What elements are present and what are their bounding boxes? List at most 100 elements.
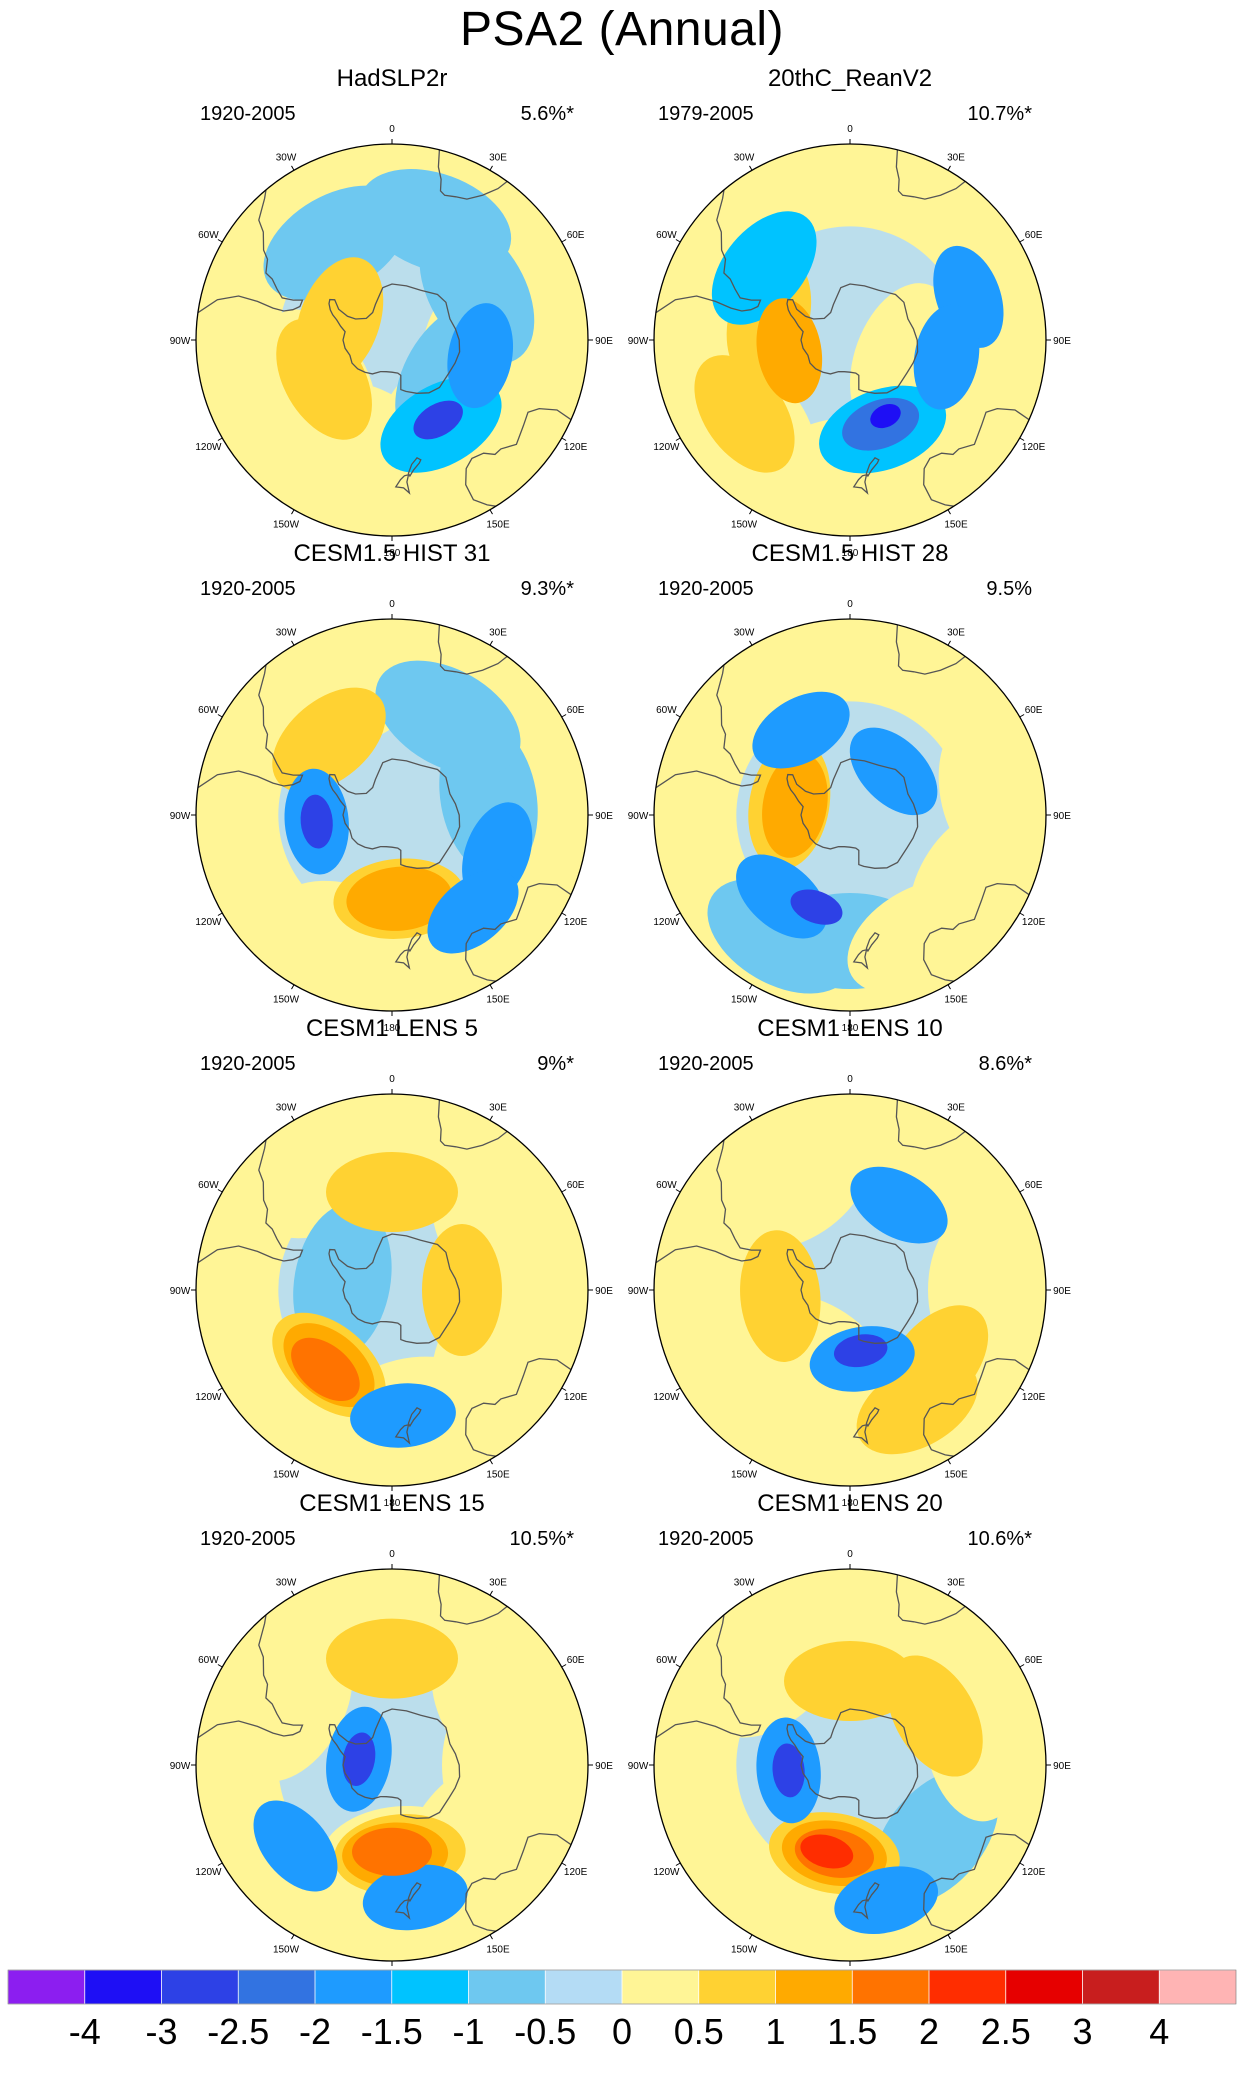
lon-label: 120E [564,917,588,928]
south-america-coastline [197,189,304,314]
lon-label: 120W [653,1392,680,1403]
colorbar-label: -3 [145,2011,177,2052]
africa-coastline [895,1099,966,1150]
colorbar-swatch [161,1969,240,2005]
lon-tick [947,1115,951,1121]
anomaly-contour [752,691,850,769]
lon-tick [675,912,681,916]
lon-label: 30W [734,627,755,638]
lon-label: 30E [947,1102,965,1113]
anomaly-field [272,644,538,986]
colorbar-label: -1.5 [361,2011,423,2052]
anomaly-field [676,1135,1024,1461]
lon-label: 120W [195,917,222,928]
south-america-coastline [197,1139,304,1264]
lon-label: 180 [384,1498,401,1509]
anomaly-contour [295,257,384,385]
lon-tick [217,239,223,243]
anomaly-contour [772,1743,805,1798]
anomaly-field [683,204,1004,514]
panel-period: 1920-2005 [200,1528,296,1550]
lon-tick [749,1590,753,1596]
lon-label: 120W [195,1392,222,1403]
map-panel: 0 30E 60E 90E 120E 150E 180 150W 120W 90W 60W 30W CE… [170,540,614,1034]
lon-tick [217,1664,223,1668]
lon-label: 150E [944,995,968,1006]
anomaly-contour [272,687,386,793]
lon-tick [1019,1862,1025,1866]
new-zealand-coastline [394,1423,411,1445]
lon-label: 30E [489,1577,507,1588]
lon-label: 150E [944,520,968,531]
australia-coastline [923,1832,1030,1932]
anomaly-contour [375,660,521,776]
lon-tick [749,509,753,515]
lon-label: 90E [595,811,613,822]
lon-label: 90W [170,336,191,347]
colorbar-label: -1 [452,2011,484,2052]
africa-coastline [895,1574,966,1625]
lon-label: 60W [656,705,677,716]
africa-coastline [437,149,508,200]
panel-period: 1920-2005 [658,1053,754,1075]
antarctica-coastline [328,758,461,869]
lon-label: 180 [842,548,859,559]
anomaly-field [707,691,1038,994]
lon-tick [749,640,753,646]
lon-label: 150E [486,1945,510,1956]
lon-label: 0 [389,1549,395,1560]
lon-label: 60W [198,230,219,241]
lon-tick [675,1862,681,1866]
colorbar-label: 0.5 [674,2011,724,2052]
australia-coastline [465,1357,572,1457]
lon-label: 0 [389,124,395,135]
panel-period: 1920-2005 [200,578,296,600]
lon-tick [561,1862,567,1866]
anomaly-contour [427,869,519,954]
lon-label: 60E [567,1180,585,1191]
australia-coastline [923,1357,1030,1457]
colorbar: -4 -3 -2.5 -2 -1.5 -1 -0.5 0 0.5 1 1.5 2 2.5 3 4 [7,1969,1237,2052]
colorbar-label: -0.5 [514,2011,576,2052]
lon-tick [489,509,493,515]
australia-coastline [465,407,572,507]
colorbar-label: -2.5 [207,2011,269,2052]
panel-period: 1920-2005 [200,103,296,125]
lon-label: 120W [195,1867,222,1878]
lon-label: 60E [567,230,585,241]
lon-tick [291,984,295,990]
coastlines [655,1574,1030,1932]
colorbar-swatch [851,1969,930,2005]
lon-tick [489,1459,493,1465]
coastlines [197,1099,572,1457]
lon-label: 120E [564,1867,588,1878]
lon-label: 0 [847,599,853,610]
lon-label: 0 [389,599,395,610]
lon-tick [947,165,951,171]
lon-tick [561,239,567,243]
lon-label: 60E [1025,230,1043,241]
lon-tick [749,1934,753,1940]
lon-label: 150W [273,1945,300,1956]
colorbar-swatch [928,1969,1007,2005]
lon-label: 60E [567,1655,585,1666]
lon-tick [489,1590,493,1596]
lon-tick [749,1115,753,1121]
antarctica-coastline [328,1708,461,1819]
lon-label: 30W [276,627,297,638]
lon-label: 30W [276,152,297,163]
anomaly-contour [834,1866,939,1935]
colorbar-swatch [468,1969,547,2005]
lon-label: 90W [628,811,649,822]
anomaly-field [237,1618,547,1931]
new-zealand-coastline [852,473,869,495]
coastlines [197,1574,572,1932]
new-zealand-coastline [394,948,411,970]
anomaly-contour [756,298,823,404]
lon-tick [217,1862,223,1866]
lon-label: 60W [198,1655,219,1666]
anomaly-contour [847,878,993,994]
antarctica-coastline [786,283,919,394]
map-panel: 0 30E 60E 90E 120E 150E 180 150W 120W 90W 60W 30W CE… [628,1490,1072,1984]
